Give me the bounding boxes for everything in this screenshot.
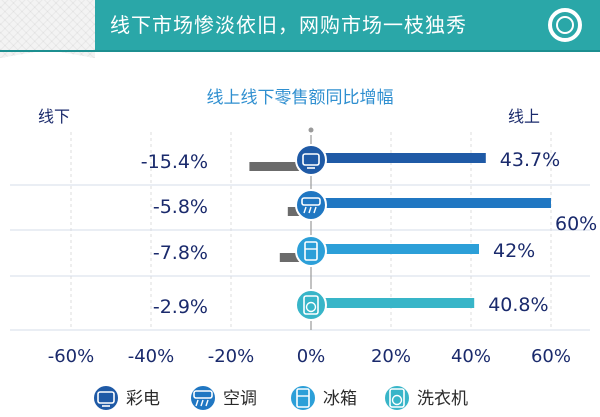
online-side-label: 线上 [508,107,540,126]
legend-label: 洗衣机 [417,389,468,409]
legend-item-1: 彩电 [92,384,160,412]
tv-icon [295,144,327,176]
icon-circle [295,235,327,267]
x-tick-label: 20% [371,346,411,367]
header-title: 线下市场惨淡依旧，网购市场一枝独秀 [110,13,467,37]
legend-item-2: 空调 [189,384,257,412]
online-label-3: 42% [493,240,535,262]
washer-body-glyph [389,388,405,408]
washing-machine-icon [295,289,327,321]
refrigerator-icon [295,235,327,267]
chart-title: 线上线下零售额同比增幅 [207,88,394,108]
washer-drum-glyph [305,301,317,313]
x-tick-label: -60% [48,346,95,367]
tv-glyph [97,391,115,404]
ac-body-glyph [301,197,321,206]
online-bar-1 [305,153,486,163]
ac-wind-glyph [205,399,209,407]
header-underline [0,50,600,52]
legend-swatch [92,384,120,412]
fridge-body-glyph [304,241,318,261]
legend-label: 空调 [223,389,257,409]
ac-body-glyph [193,390,213,399]
fridge-body-glyph [296,388,310,408]
online-label-4: 40.8% [488,294,548,316]
zero-axis-cap [308,127,314,133]
ac-wind-glyph [313,206,317,214]
offline-label-1: -15.4% [141,151,208,173]
icon-circle [295,144,327,176]
legend-item-4: 洗衣机 [383,384,468,412]
legend-label: 彩电 [126,389,160,409]
offline-bar-1 [249,162,311,171]
air-conditioner-icon [295,189,327,221]
legend-label: 冰箱 [323,389,357,409]
offline-label-3: -7.8% [153,242,208,264]
online-bar-4 [305,298,475,308]
washer-drum-glyph [391,394,403,406]
offline-side-label: 线下 [38,107,70,126]
legend-item-3: 冰箱 [289,384,357,412]
ac-wind-glyph [308,206,312,214]
offline-label-2: -5.8% [153,196,208,218]
ac-wind-glyph [303,206,307,214]
tv-glyph [302,153,320,166]
icon-circle [295,289,327,321]
ac-wind-glyph [200,399,204,407]
header: 线下市场惨淡依旧，网购市场一枝独秀 [0,0,600,58]
x-tick-label: -40% [128,346,175,367]
x-tick-label: 60% [531,346,571,367]
ac-wind-glyph [195,399,199,407]
offline-bar-3 [279,253,311,262]
ring-icon [548,8,582,42]
washer-body-glyph [303,295,319,315]
online-bar-2 [305,198,551,208]
x-tick-label: -20% [208,346,255,367]
online-label-2: 60% [555,213,597,235]
x-tick-label: 0% [297,346,326,367]
header-band [95,0,600,50]
header-logo-box [0,0,95,58]
online-bar-3 [305,244,479,254]
x-tick-label: 40% [451,346,491,367]
online-label-1: 43.7% [500,149,560,171]
offline-label-4: -2.9% [153,296,208,318]
